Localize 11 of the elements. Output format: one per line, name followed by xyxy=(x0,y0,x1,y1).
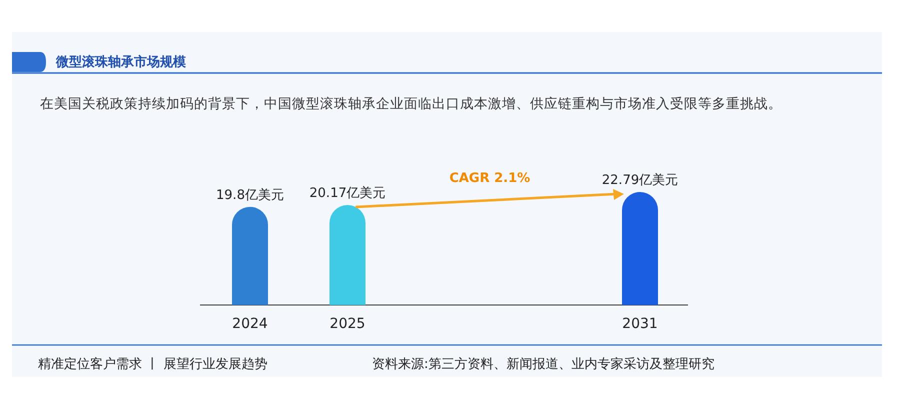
text: CAGR 2.1% xyxy=(449,171,530,186)
x-tick-label: 2024 xyxy=(232,316,268,332)
x-tick-label: 2031 xyxy=(622,316,658,332)
chart-subtitle: 在美国关税政策持续加码的背景下，中国微型滚珠轴承企业面临出口成本激增、供应链重构与市场准入受限等多重挑战。 xyxy=(40,96,782,112)
text: 精准定位客户需求 丨 展望行业发展趋势 xyxy=(38,356,268,372)
x-tick-label: 2025 xyxy=(330,316,366,332)
chart-title: 微型滚珠轴承市场规模 xyxy=(55,54,186,70)
data-label: 19.8亿美元 xyxy=(216,186,284,203)
text: 资料来源:第三方资料、新闻报道、业内专家采访及整理研究 xyxy=(372,356,714,372)
data-label: 22.79亿美元 xyxy=(602,172,678,188)
data-label: 20.17亿美元 xyxy=(309,184,386,201)
